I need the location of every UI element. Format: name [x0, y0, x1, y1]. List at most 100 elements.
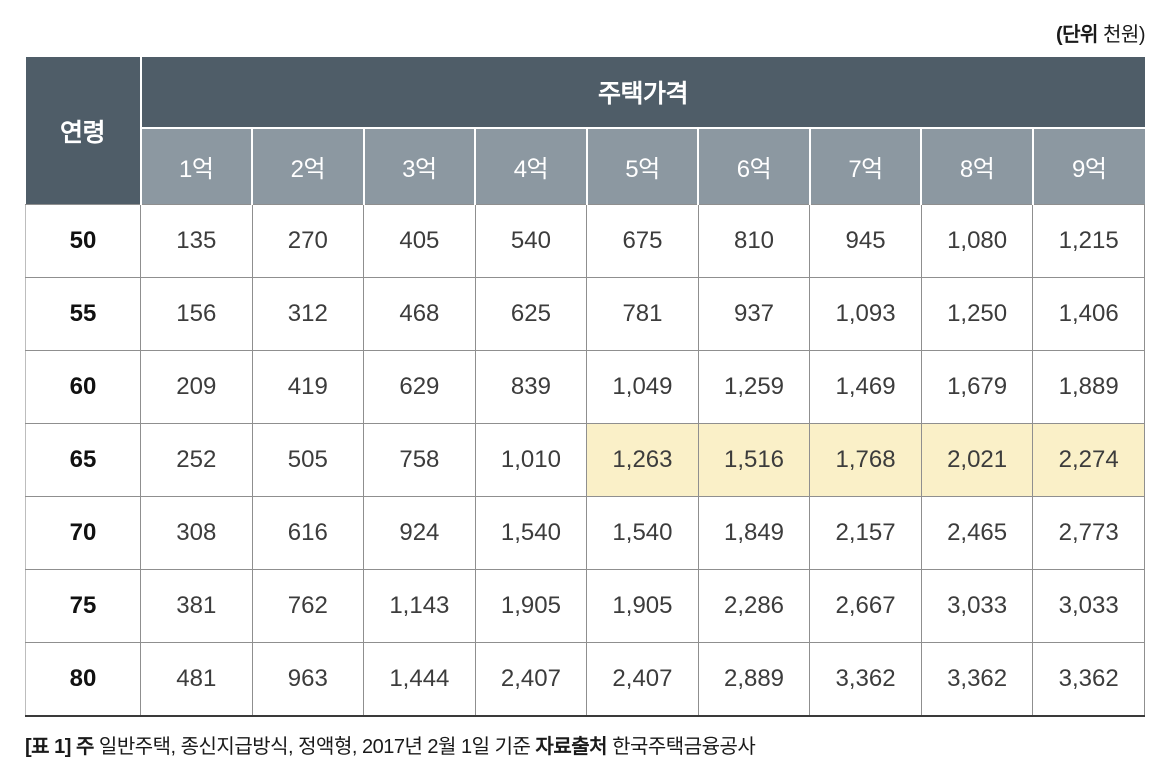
footnote-text: 일반주택, 종신지급방식, 정액형, 2017년 2월 1일 기준 — [93, 736, 536, 758]
table-cell: 209 — [140, 350, 253, 424]
unit-note-bold: (단위 — [1056, 24, 1098, 46]
table-cell: 3,362 — [1032, 642, 1145, 717]
table-cell: 2,286 — [697, 569, 811, 643]
table-cell: 2,889 — [697, 642, 811, 717]
column-header-7: 7억 — [808, 127, 922, 205]
table-cell: 540 — [474, 204, 588, 278]
table-cell: 2,773 — [1032, 496, 1145, 570]
table-body: 50 135 270 405 540 675 810 945 1,080 1,2… — [25, 204, 1145, 717]
footnote-label: [표 1] 주 — [25, 736, 94, 758]
table-cell: 963 — [251, 642, 365, 717]
table-cell: 781 — [586, 277, 699, 351]
table-cell: 3,033 — [1032, 569, 1145, 643]
table-cell: 1,215 — [1032, 204, 1145, 278]
table-cell: 312 — [251, 277, 365, 351]
table-cell: 252 — [140, 423, 253, 497]
table-row-age-60: 60 209 419 629 839 1,049 1,259 1,469 1,6… — [25, 350, 1145, 424]
table-cell: 2,157 — [809, 496, 922, 570]
table-cell: 616 — [251, 496, 365, 570]
table-cell: 505 — [251, 423, 365, 497]
table-cell: 2,407 — [586, 642, 699, 717]
table-cell: 2,407 — [474, 642, 588, 717]
table-cell: 381 — [140, 569, 253, 643]
table-cell: 1,080 — [920, 204, 1034, 278]
table-cell: 1,849 — [697, 496, 811, 570]
table-row-age-80: 80 481 963 1,444 2,407 2,407 2,889 3,362… — [25, 642, 1145, 717]
table-row-age-75: 75 381 762 1,143 1,905 1,905 2,286 2,667… — [25, 569, 1145, 643]
table-cell: 839 — [474, 350, 588, 424]
age-column-header: 연령 — [25, 57, 142, 205]
price-group-header: 주택가격 — [140, 57, 1145, 128]
table-cell: 1,889 — [1032, 350, 1145, 424]
table-cell: 1,540 — [586, 496, 699, 570]
row-age: 70 — [25, 496, 141, 570]
table-cell: 481 — [140, 642, 253, 717]
table-cell: 308 — [140, 496, 253, 570]
unit-note-rest: 천원) — [1097, 24, 1145, 46]
footnote-source-label: 자료출처 — [535, 736, 608, 758]
table-cell: 1,905 — [586, 569, 699, 643]
unit-note: (단위 천원) — [25, 18, 1146, 47]
footnote-source-text: 한국주택금융공사 — [607, 736, 756, 758]
table-cell: 1,406 — [1032, 277, 1145, 351]
column-header-3: 3억 — [362, 127, 476, 205]
table-cell: 675 — [586, 204, 699, 278]
table-cell: 1,093 — [809, 277, 922, 351]
table-cell: 1,444 — [363, 642, 476, 717]
table-cell: 945 — [809, 204, 922, 278]
table-cell: 3,362 — [920, 642, 1034, 717]
table-cell: 2,667 — [809, 569, 922, 643]
table-cell: 1,540 — [474, 496, 588, 570]
table-cell: 1,259 — [697, 350, 811, 424]
table-cell: 419 — [251, 350, 365, 424]
table-cell: 1,679 — [920, 350, 1034, 424]
table-cell: 1,250 — [920, 277, 1034, 351]
table-cell: 629 — [363, 350, 476, 424]
table-cell-highlighted: 1,516 — [697, 423, 811, 497]
column-header-1: 1억 — [140, 127, 253, 205]
table-cell-highlighted: 1,263 — [586, 423, 699, 497]
column-header-2: 2억 — [251, 127, 364, 205]
row-age: 60 — [25, 350, 141, 424]
column-header-6: 6억 — [697, 127, 810, 205]
table-cell: 924 — [363, 496, 476, 570]
table-cell: 156 — [140, 277, 253, 351]
table-cell: 1,905 — [474, 569, 588, 643]
table-cell: 3,033 — [920, 569, 1034, 643]
table-cell: 1,049 — [586, 350, 699, 424]
table-cell: 135 — [140, 204, 253, 278]
table-cell: 762 — [251, 569, 365, 643]
table-cell: 405 — [363, 204, 476, 278]
table-cell-highlighted: 2,274 — [1032, 423, 1145, 497]
row-age: 65 — [25, 423, 141, 497]
table-cell-highlighted: 2,021 — [920, 423, 1034, 497]
table-cell: 2,465 — [920, 496, 1034, 570]
table-cell: 810 — [697, 204, 811, 278]
column-header-4: 4억 — [474, 127, 587, 205]
column-header-5: 5억 — [585, 127, 699, 205]
table-row-age-50: 50 135 270 405 540 675 810 945 1,080 1,2… — [25, 204, 1145, 278]
row-age: 80 — [25, 642, 141, 717]
table-cell: 937 — [697, 277, 811, 351]
table-cell: 468 — [363, 277, 476, 351]
table-cell: 3,362 — [809, 642, 922, 717]
row-age: 75 — [25, 569, 141, 643]
table-row-age-55: 55 156 312 468 625 781 937 1,093 1,250 1… — [25, 277, 1145, 351]
table-row-age-70: 70 308 616 924 1,540 1,540 1,849 2,157 2… — [25, 496, 1145, 570]
table-cell-highlighted: 1,768 — [809, 423, 922, 497]
table-footnote: [표 1] 주 일반주택, 종신지급방식, 정액형, 2017년 2월 1일 기… — [25, 730, 1145, 759]
table-cell: 270 — [251, 204, 365, 278]
table-cell: 1,469 — [809, 350, 922, 424]
table-cell: 625 — [474, 277, 588, 351]
row-age: 50 — [25, 204, 141, 278]
table-cell: 758 — [363, 423, 476, 497]
column-header-8: 8억 — [920, 127, 1033, 205]
column-header-9: 9억 — [1031, 127, 1145, 205]
row-age: 55 — [25, 277, 141, 351]
table-cell: 1,143 — [363, 569, 476, 643]
table-header: 연령 주택가격 1억 2억 3억 4억 5억 6억 7억 8억 9억 — [25, 57, 1145, 205]
table-cell: 1,010 — [474, 423, 588, 497]
price-table: 연령 주택가격 1억 2억 3억 4억 5억 6억 7억 8억 9억 50 13… — [25, 57, 1145, 717]
table-row-age-65: 65 252 505 758 1,010 1,263 1,516 1,768 2… — [25, 423, 1145, 497]
